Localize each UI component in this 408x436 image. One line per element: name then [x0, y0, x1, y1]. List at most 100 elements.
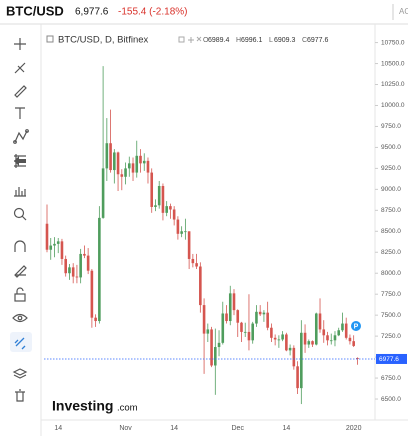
candle-body	[266, 312, 269, 328]
draw-mode-tool[interactable]	[14, 265, 27, 278]
y-tick-label: 7500.0	[381, 312, 401, 319]
candle-body	[60, 241, 64, 259]
legend-settings[interactable]	[178, 36, 185, 43]
link-tool[interactable]	[14, 337, 26, 350]
y-tick-label: 8500.0	[381, 228, 401, 235]
candle-body	[318, 313, 322, 330]
candle-body	[281, 334, 284, 340]
candle-body	[311, 341, 314, 345]
y-tick-label: 9000.0	[381, 186, 401, 193]
candle-body	[135, 155, 139, 173]
candle-body	[71, 267, 75, 277]
x-tick-label: 14	[54, 425, 62, 432]
candle-body	[270, 327, 273, 338]
legend-add[interactable]	[188, 37, 194, 43]
ohlc-key: C	[302, 37, 307, 44]
candle-body	[150, 172, 154, 207]
active-tool-bg	[10, 332, 32, 352]
x-tick-label: Nov	[119, 425, 132, 432]
candle-body	[45, 223, 49, 250]
x-tick-label: Dec	[232, 425, 245, 432]
candle-body	[56, 241, 60, 244]
layers-tool[interactable]	[12, 368, 28, 379]
measure-tool[interactable]	[14, 187, 26, 197]
candle-body	[277, 339, 281, 341]
candle-body	[202, 305, 206, 334]
candle-body	[348, 337, 352, 342]
candle-body	[98, 217, 101, 322]
ohlc-value: 6977.6	[307, 37, 329, 44]
legend-close[interactable]	[196, 36, 202, 42]
candle-body	[127, 163, 131, 169]
watermark: Investing	[52, 398, 113, 414]
text-tool[interactable]	[15, 107, 25, 119]
candle-body	[154, 205, 157, 207]
candle-body	[314, 313, 318, 345]
magnet-tool[interactable]	[14, 240, 26, 252]
candle-body	[172, 209, 176, 220]
candle-body	[146, 160, 150, 173]
y-tick-label: 10500.0	[381, 60, 405, 67]
candle-body	[251, 323, 254, 341]
candle-body	[344, 323, 348, 338]
y-tick-label: 9500.0	[381, 144, 401, 151]
candle-body	[273, 337, 277, 340]
candle-body	[109, 143, 112, 171]
candle-body	[113, 152, 116, 171]
candle-body	[247, 331, 251, 341]
toolbar	[10, 38, 32, 402]
y-tick-label: 9750.0	[381, 123, 401, 130]
symbol: BTC/USD	[6, 3, 64, 18]
candle-body	[303, 332, 307, 345]
candle-body	[157, 186, 161, 206]
candle-body	[341, 323, 344, 331]
candle-body	[53, 243, 56, 246]
candle-body	[296, 366, 299, 389]
candle-body	[86, 255, 90, 271]
candle-body	[94, 317, 97, 322]
legend-collapse[interactable]	[46, 35, 54, 43]
y-tick-label: 9250.0	[381, 165, 401, 172]
candle-body	[83, 253, 86, 256]
candle-body	[139, 155, 142, 164]
x-tick-label: 14	[282, 425, 290, 432]
candle-body	[240, 322, 243, 332]
candle-body	[184, 231, 187, 233]
candle-body	[64, 258, 67, 274]
trend-line-tool[interactable]	[14, 62, 26, 74]
candle-body	[131, 163, 135, 173]
candle-body	[195, 263, 198, 267]
candle-body	[333, 335, 337, 341]
zoom-tool[interactable]	[13, 207, 27, 221]
candle-body	[232, 293, 236, 311]
candle-body	[49, 245, 53, 250]
candle-body	[124, 168, 127, 177]
candle-body	[285, 334, 288, 351]
event-marker[interactable]	[351, 321, 361, 331]
candle-body	[292, 347, 296, 367]
brush-tool[interactable]	[14, 85, 27, 98]
delete-tool[interactable]	[15, 389, 25, 402]
y-tick-label: 7250.0	[381, 333, 401, 340]
back-tool[interactable]	[14, 156, 26, 166]
candle-body	[228, 293, 232, 322]
candle-body	[217, 342, 221, 348]
ohlc-key: L	[269, 37, 273, 44]
candle-body	[142, 160, 146, 164]
visibility-tool[interactable]	[12, 313, 28, 323]
ohlc-key: O	[203, 37, 209, 44]
watermark-suffix: .com	[117, 403, 138, 414]
x-tick-label: 14	[170, 425, 178, 432]
candle-body	[352, 341, 355, 346]
candle-body	[236, 310, 240, 323]
pattern-tool[interactable]	[13, 129, 29, 144]
candle-body	[90, 270, 94, 318]
y-tick-label: 8750.0	[381, 207, 401, 214]
crosshair-tool[interactable]	[14, 38, 26, 50]
candle-body	[356, 357, 359, 359]
candle-body	[221, 313, 225, 343]
lock-tool[interactable]	[14, 287, 26, 302]
candle-body	[161, 186, 165, 213]
ohlc-legend: O 6989.4 H 6996.1 L 6909.3 C 6977.6	[203, 37, 329, 44]
candle-body	[101, 168, 105, 218]
